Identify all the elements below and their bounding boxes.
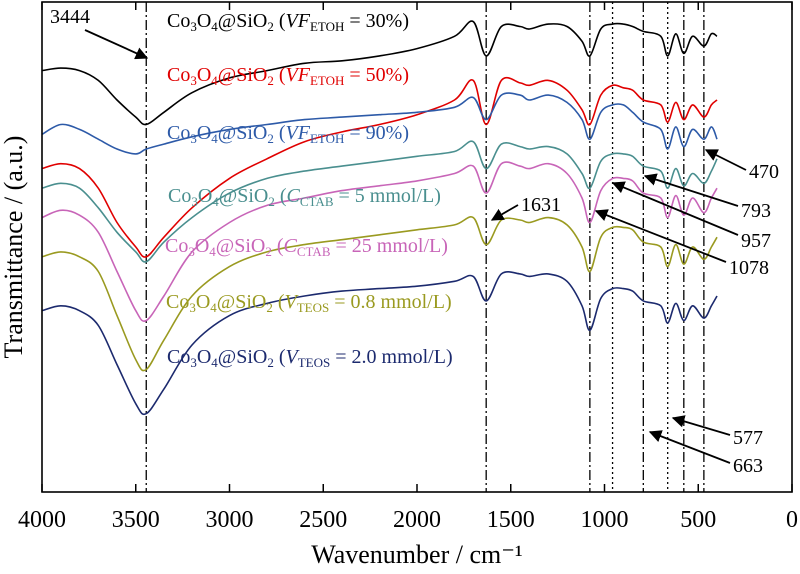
peak-label-577: 577 <box>733 427 763 449</box>
x-axis-title: Wavenumber / cm⁻¹ <box>311 540 522 569</box>
x-tick-label-6: 1000 <box>581 507 629 533</box>
series-line-3 <box>41 140 718 263</box>
x-tick-label-2: 3000 <box>206 507 254 533</box>
peak-arrow-1631 <box>490 204 519 221</box>
series-line-5 <box>41 216 718 372</box>
series-label-1: Co3O4@SiO2 (VFETOH = 50%) <box>167 64 409 88</box>
x-tick-label-0: 4000 <box>18 507 66 533</box>
series-line-2 <box>41 92 718 155</box>
series-label-6: Co3O4@SiO2 (VTEOS = 2.0 mmol/L) <box>167 346 453 370</box>
x-axis-ticks: 4000 3500 3000 2500 2000 1500 1000 500 0 <box>18 2 798 533</box>
peak-label-1631: 1631 <box>521 194 561 216</box>
y-axis-title: Transmittance / (a.u.) <box>0 136 28 359</box>
peak-arrow-793 <box>643 173 739 207</box>
series-line-1 <box>41 76 718 258</box>
series-label-5: Co3O4@SiO2 (VTEOS = 0.8 mmol/L) <box>166 291 452 315</box>
series-label-0: Co3O4@SiO2 (VFETOH = 30%) <box>167 10 409 34</box>
peak-annotations: 3444 1631 1078 957 793 470 577 663 <box>50 6 779 477</box>
series-line-4 <box>41 161 718 322</box>
peak-label-470: 470 <box>749 161 779 183</box>
series-line-0 <box>41 20 718 126</box>
x-tick-label-1: 3500 <box>112 507 160 533</box>
series-label-4: Co3O4@SiO2 (CCTAB = 25 mmol/L) <box>165 235 448 259</box>
x-tick-label-3: 2500 <box>299 507 347 533</box>
peak-arrow-663 <box>648 430 731 464</box>
peak-arrow-3444 <box>84 29 149 60</box>
x-tick-label-7: 500 <box>680 507 716 533</box>
peak-label-663: 663 <box>733 455 763 477</box>
peak-arrow-577 <box>671 415 731 436</box>
series-lines <box>41 20 718 416</box>
peak-label-957: 957 <box>741 230 771 252</box>
peak-arrow-957 <box>611 181 739 236</box>
x-tick-label-8: 0 <box>786 507 798 533</box>
peak-label-1078: 1078 <box>729 257 769 279</box>
peak-arrow-470 <box>704 149 747 171</box>
x-tick-label-5: 1500 <box>487 507 535 533</box>
x-tick-label-4: 2000 <box>393 507 441 533</box>
peak-label-3444: 3444 <box>50 6 90 28</box>
series-labels: Co3O4@SiO2 (VFETOH = 30%) Co3O4@SiO2 (VFE… <box>165 10 453 370</box>
series-label-2: Co3O4@SiO2 (VFETOH = 90%) <box>167 122 409 146</box>
peak-label-793: 793 <box>741 200 771 222</box>
reference-lines <box>145 2 705 492</box>
peak-arrow-1078 <box>594 209 727 263</box>
series-line-6 <box>41 271 718 416</box>
series-label-3: Co3O4@SiO2 (CCTAB = 5 mmol/L) <box>168 185 441 209</box>
